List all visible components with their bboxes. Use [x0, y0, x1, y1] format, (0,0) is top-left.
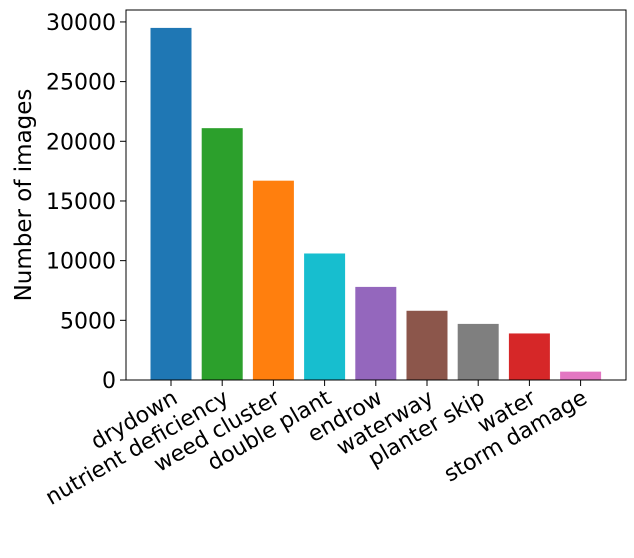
y-tick-label: 20000	[46, 130, 116, 155]
bar-waterway	[406, 310, 448, 380]
bar-drydown	[150, 27, 192, 380]
bar-water	[508, 333, 550, 380]
bar-planter-skip	[457, 323, 499, 380]
y-tick-label: 10000	[46, 250, 116, 275]
bars-layer	[150, 27, 602, 380]
y-tick-label: 5000	[60, 309, 116, 334]
y-axis: 0 5000 10000 15000 20000 25000 30000	[46, 11, 126, 394]
bar-double-plant	[304, 253, 346, 380]
y-tick-label: 15000	[46, 190, 116, 215]
bar-weed-cluster	[252, 180, 294, 380]
bar-storm-damage	[560, 371, 602, 380]
y-tick-label: 30000	[46, 11, 116, 36]
y-tick-label: 25000	[46, 71, 116, 96]
plot-frame	[125, 9, 627, 381]
bar-endrow	[355, 286, 397, 380]
y-tick-label: 0	[102, 369, 116, 394]
bar-nutrient-deficiency	[201, 128, 243, 380]
y-axis-label: Number of images	[11, 89, 37, 302]
